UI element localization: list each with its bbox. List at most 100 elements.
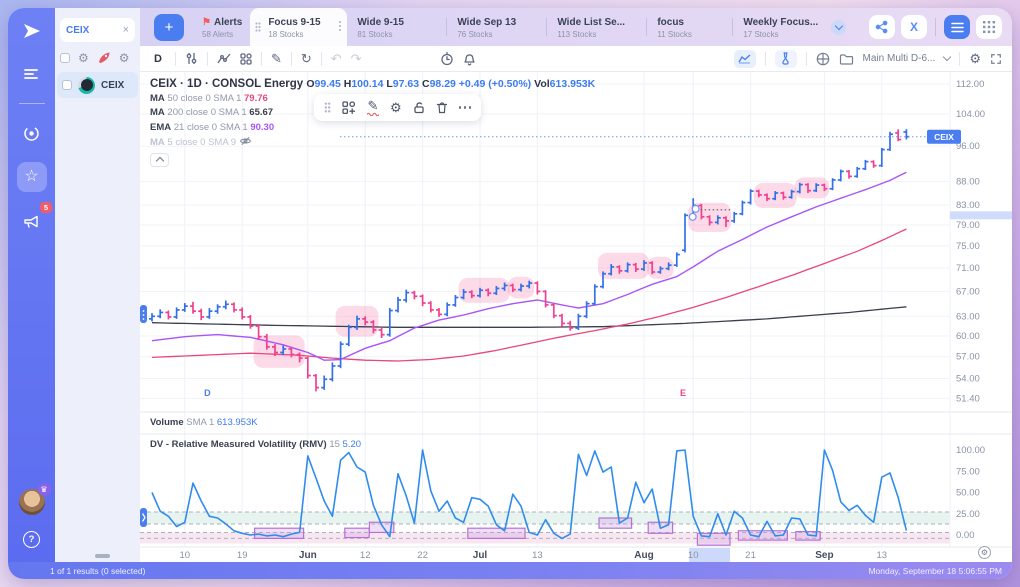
redo-icon[interactable]: ↷ [350,51,362,66]
chart-area[interactable]: 112.00 104.00 96.00 88.00 83.00 79.00 75.00 71.… [140,72,1012,562]
consolidation-highlight [794,177,830,199]
tab-alerts[interactable]: ⚑ Alerts 58 Alerts [202,16,243,39]
collapse-legend-button[interactable] [150,152,169,167]
rocket-icon[interactable] [97,51,111,65]
watchlists-star-button[interactable]: ☆ [16,162,47,192]
undo-icon[interactable]: ↶ [330,51,342,66]
indicator-row-ma5-hidden[interactable]: MA 5 close 0 SMA 9 [150,136,595,148]
list-view-button[interactable] [944,15,970,39]
menu-icon[interactable] [17,59,47,89]
announcements-megaphone-button[interactable]: 5 [17,202,52,236]
clear-search-icon[interactable]: × [122,24,129,36]
multichart-add-icon[interactable] [342,100,356,115]
chart-canvas[interactable]: 112.00 104.00 96.00 88.00 83.00 79.00 75.00 71.… [140,72,1012,562]
gear-icon[interactable]: ⚙ [78,51,89,65]
tab-focus-9-15[interactable]: Focus 9-15 18 Stocks [250,8,348,46]
eye-off-icon[interactable] [239,136,252,146]
add-watchlist-button[interactable]: + [154,13,184,41]
date-axis-label: 13 [877,550,888,561]
horizontal-scrollbar[interactable] [95,554,110,558]
tabs-overflow-chevron[interactable] [831,19,847,35]
timeframe-button[interactable]: D [154,52,162,65]
price-axis-label: 63.00 [956,311,980,322]
rmv-axis-label: 100.00 [956,445,985,456]
replay-clock-icon[interactable] [440,51,454,66]
date-axis-label: Aug [634,550,653,561]
tab-menu-icon[interactable] [339,21,342,31]
tab-focus[interactable]: focus 11 Stocks [647,8,734,46]
event-marker: D [204,388,211,398]
rmv-consolidation-box [795,531,821,541]
indicator-row-ema21[interactable]: EMA 21 close 0 SMA 1 90.30 [150,121,275,133]
trend-analysis-button[interactable] [733,49,756,68]
price-axis-label: 54.00 [956,374,980,385]
tab-wide-list[interactable]: Wide List Se... 113 Stocks [547,8,648,46]
sliders-icon[interactable] [185,52,198,65]
folder-icon[interactable] [839,53,854,65]
scanner-radar-icon[interactable] [17,118,47,148]
rmv-axis-label: 75.00 [956,466,980,477]
share-button[interactable] [869,15,895,39]
drawing-settings-gear-icon[interactable]: ⚙ [390,100,402,115]
ma-line [151,171,907,361]
gear-icon[interactable]: ⚙ [118,51,130,65]
active-pencil-icon[interactable]: ✎ [367,99,379,116]
grid-view-button[interactable] [976,15,1002,39]
settings-gear-icon[interactable]: ⚙ [969,51,981,66]
watchlist-search-input[interactable]: CEIX × [60,18,135,42]
draw-pencil-icon[interactable]: ✎ [270,51,282,66]
sidebar: ☆ 5 ♛ ? [8,8,55,562]
row-checkbox[interactable] [62,80,72,90]
drag-handle-icon[interactable] [324,102,331,113]
rmv-consolidation-box [737,530,789,541]
lock-icon[interactable] [413,101,425,114]
premium-crown-icon: ♛ [37,483,51,496]
price-axis-label: 104.00 [956,109,985,120]
rmv-pane-label[interactable]: DV - Relative Measured Volatility (RMV) … [150,439,362,450]
app-logo-icon[interactable] [22,22,42,45]
split-layout-icon[interactable] [816,52,830,66]
watchlist-tabbar: + ⚑ Alerts 58 Alerts Focus 9-15 18 Stocks… [140,8,1012,46]
price-axis-label: 96.00 [956,141,980,152]
drag-handle-icon[interactable] [255,22,261,32]
layout-name[interactable]: Main Multi D-6... [862,53,936,64]
drawing-anchor [691,204,700,213]
axis-settings-icon[interactable]: ⚙ [978,546,991,559]
consolidation-highlight [598,252,649,279]
tab-wide-sep-13[interactable]: Wide Sep 13 76 Stocks [447,8,548,46]
watchlist-row-ceix[interactable]: CEIX [57,72,138,98]
symbol-title[interactable]: CEIX · 1D · CONSOL Energy O99.45 H100.14… [150,78,596,90]
refresh-icon[interactable]: ↻ [300,51,312,66]
tab-wide-9-15[interactable]: Wide 9-15 81 Stocks [347,8,448,46]
user-avatar[interactable]: ♛ [18,483,51,515]
watchlist-header-row: ⚙ ⚙ [60,48,135,68]
volume-pane-label[interactable]: Volume SMA 1 613.953K [150,417,258,428]
more-options-icon[interactable] [458,106,472,109]
chart-type-icon[interactable] [217,53,231,65]
indicators-grid-icon[interactable] [240,52,252,65]
alerts-bell-icon[interactable] [463,52,476,66]
megaphone-icon [24,215,38,228]
strategy-flask-button[interactable] [774,49,797,68]
select-all-checkbox[interactable] [60,53,70,63]
status-bar: 1 of 1 results (0 selected) Monday, Sept… [8,562,1012,579]
date-axis-label: 12 [360,550,371,561]
flask-icon [782,52,789,65]
help-button[interactable]: ? [23,531,40,548]
divider [935,18,936,36]
price-axis-label: 57.00 [956,352,980,363]
twitter-x-button[interactable]: X [901,15,927,39]
tab-weekly-focus[interactable]: Weekly Focus... 17 Stocks [743,16,819,39]
price-axis-label: 67.00 [956,286,980,297]
price-axis-label: 51.40 [956,393,980,404]
date-axis-label: 19 [237,550,248,561]
indicator-row-ma50[interactable]: MA 50 close 0 SMA 1 79.76 [150,93,268,105]
fullscreen-icon[interactable] [990,53,1002,65]
indicator-row-ma200[interactable]: MA 200 close 0 SMA 1 65.67 [150,107,274,119]
chevron-down-icon[interactable] [943,52,952,62]
trend-icon [738,53,751,64]
list-icon [950,22,964,32]
rmv-green-band [140,512,950,524]
trash-icon[interactable] [436,101,448,114]
